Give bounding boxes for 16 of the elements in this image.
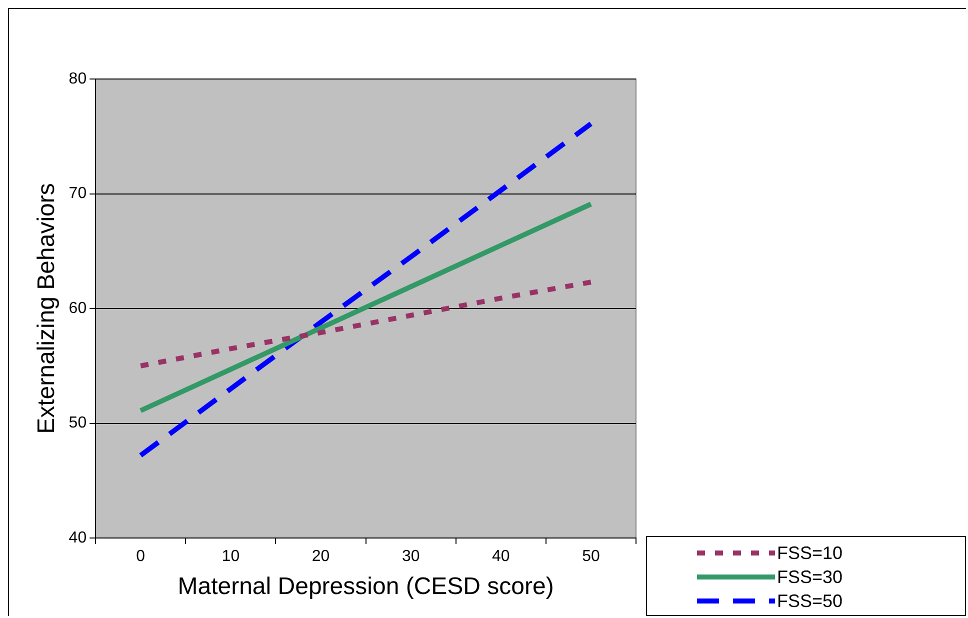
x-tick-label: 20: [312, 548, 330, 566]
x-tick-label: 40: [492, 548, 510, 566]
y-tick-label: 50: [68, 414, 87, 432]
y-tick-label: 70: [68, 185, 87, 202]
legend-label: FSS=30: [777, 566, 843, 588]
legend-label: FSS=50: [777, 590, 843, 612]
x-axis-title: Maternal Depression (CESD score): [178, 573, 554, 600]
x-tick-label: 10: [222, 548, 240, 566]
y-tick-label: 60: [68, 300, 87, 317]
y-tick-label: 80: [68, 70, 87, 88]
legend-label: FSS=10: [777, 542, 843, 564]
x-tick-label: 50: [582, 548, 600, 566]
x-tick-label: 30: [402, 548, 420, 566]
y-axis-title: Externalizing Behaviors: [33, 183, 60, 434]
y-tick-label: 40: [68, 529, 87, 546]
x-tick-label: 0: [136, 548, 146, 566]
